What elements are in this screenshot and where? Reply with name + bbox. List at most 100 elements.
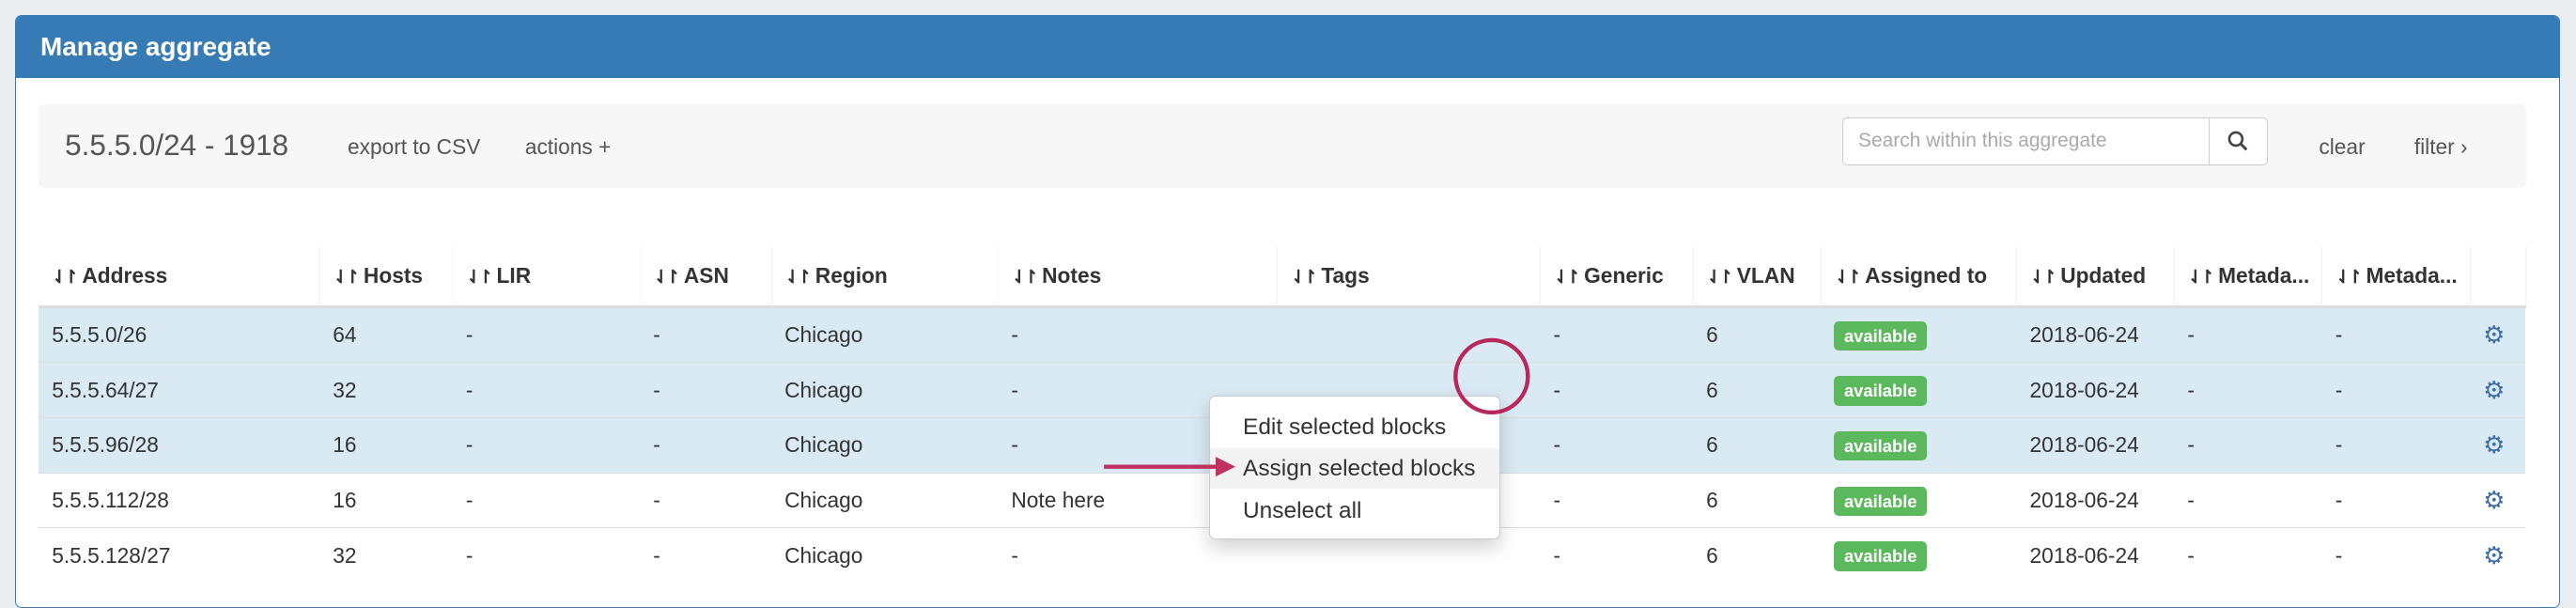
- cell-hosts: 16: [319, 416, 453, 474]
- cell-hosts: 32: [319, 362, 453, 418]
- column-header-assigned-to[interactable]: ⇃↾ Assigned to: [1821, 245, 2018, 308]
- cell-notes: -: [998, 305, 1278, 363]
- cell-assigned-to: available: [1821, 305, 2017, 363]
- table-row[interactable]: 5.5.5.0/26 64 - - Chicago - - 6 available 2018-06…: [39, 305, 2526, 363]
- column-header-tags[interactable]: ⇃↾ Tags: [1277, 245, 1541, 308]
- cell-text: 6: [1706, 487, 1718, 512]
- clear-link[interactable]: clear: [2319, 133, 2366, 159]
- column-label: VLAN: [1736, 262, 1795, 288]
- sort-icon: ⇃↾: [2030, 267, 2057, 288]
- actions-menu-button[interactable]: actions +: [524, 133, 612, 159]
- column-header-notes[interactable]: ⇃↾ Notes: [998, 245, 1279, 308]
- cell-address: 5.5.5.112/28: [39, 472, 320, 528]
- cell-asn: -: [640, 305, 772, 363]
- export-csv-link[interactable]: export to CSV: [347, 133, 481, 159]
- cell-text: -: [2335, 321, 2343, 347]
- menu-item-unselect-all[interactable]: Unselect all: [1243, 498, 1362, 524]
- gear-icon[interactable]: ⚙: [2483, 430, 2506, 460]
- cell-hosts: 16: [319, 472, 453, 528]
- cell-text: 6: [1706, 542, 1718, 568]
- cell-assigned-to: available: [1821, 416, 2017, 474]
- cell-text: -: [2335, 432, 2343, 458]
- cell-text: 5.5.5.64/27: [52, 377, 159, 402]
- cell-generic: -: [1540, 362, 1694, 418]
- cell-text: 6: [1706, 377, 1718, 402]
- search-input[interactable]: [1842, 117, 2211, 165]
- cell-text: 2018-06-24: [2029, 377, 2139, 402]
- menu-item-assign-selected[interactable]: Assign selected blocks: [1210, 447, 1499, 490]
- gear-icon[interactable]: ⚙: [2483, 540, 2506, 569]
- cell-metada-: -: [2321, 527, 2471, 584]
- status-badge: available: [1834, 541, 1927, 571]
- table-row[interactable]: 5.5.5.96/28 16 - - Chicago - - 6 available 2018-0…: [39, 416, 2526, 474]
- cell-text: -: [2187, 487, 2195, 512]
- filter-link[interactable]: filter ›: [2413, 133, 2468, 159]
- aggregate-toolbar: 5.5.5.0/24 - 1918 export to CSV actions …: [39, 104, 2526, 189]
- column-label: Tags: [1321, 262, 1370, 288]
- gear-icon[interactable]: ⚙: [2483, 485, 2506, 514]
- cell-text: 64: [333, 321, 357, 347]
- column-header-region[interactable]: ⇃↾ Region: [771, 245, 999, 308]
- cell-text: 2018-06-24: [2029, 321, 2139, 347]
- cell-text: -: [1553, 542, 1561, 568]
- cell-text: 2018-06-24: [2029, 542, 2139, 568]
- cell-vlan: 6: [1693, 305, 1822, 363]
- annotation-circle: [1453, 337, 1530, 415]
- column-header-metada-11[interactable]: ⇃↾ Metada...: [2174, 245, 2323, 308]
- search-button[interactable]: [2209, 117, 2269, 165]
- cell-updated: 2018-06-24: [2016, 416, 2175, 474]
- sort-icon: ⇃↾: [2187, 267, 2215, 288]
- cell-text: Chicago: [784, 542, 863, 568]
- blocks-table: ⇃↾ Address ⇃↾ Hosts ⇃↾ LIR ⇃↾ ASN ⇃↾ Region ⇃↾ Note…: [39, 245, 2526, 584]
- column-header-address[interactable]: ⇃↾ Address: [39, 245, 320, 308]
- cell-text: -: [1011, 542, 1018, 568]
- column-label: Updated: [2060, 262, 2147, 288]
- sort-icon: ⇃↾: [784, 267, 813, 288]
- menu-item-edit-selected[interactable]: Edit selected blocks: [1243, 413, 1447, 440]
- cell-actions: ⚙: [2470, 305, 2526, 363]
- cell-metada-: -: [2321, 472, 2471, 528]
- cell-vlan: 6: [1693, 362, 1822, 418]
- cell-assigned-to: available: [1821, 527, 2017, 584]
- cell-actions: ⚙: [2470, 416, 2526, 474]
- cell-text: -: [2187, 377, 2195, 402]
- cell-text: Note here: [1011, 487, 1106, 512]
- magnifier-icon: [2227, 131, 2248, 151]
- cell-updated: 2018-06-24: [2016, 527, 2175, 584]
- column-label: Hosts: [363, 262, 424, 288]
- column-header-vlan[interactable]: ⇃↾ VLAN: [1693, 245, 1822, 308]
- cell-text: -: [1553, 487, 1561, 512]
- column-header-hosts[interactable]: ⇃↾ Hosts: [319, 245, 454, 308]
- cell-text: -: [1011, 432, 1018, 458]
- cell-actions: ⚙: [2470, 527, 2526, 584]
- cell-actions: ⚙: [2470, 362, 2526, 418]
- cell-vlan: 6: [1693, 472, 1822, 528]
- column-header-metada-12[interactable]: ⇃↾ Metada...: [2321, 245, 2471, 308]
- gear-icon[interactable]: ⚙: [2483, 375, 2506, 404]
- sort-icon: ⇃↾: [1291, 267, 1318, 288]
- column-label: Region: [815, 262, 888, 288]
- column-header-lir[interactable]: ⇃↾ LIR: [452, 245, 641, 308]
- cell-region: Chicago: [771, 416, 999, 474]
- cell-asn: -: [640, 416, 772, 474]
- cell-text: -: [653, 432, 660, 458]
- cell-actions: ⚙: [2470, 472, 2526, 528]
- column-label: Generic: [1584, 262, 1664, 288]
- column-header-updated[interactable]: ⇃↾ Updated: [2016, 245, 2175, 308]
- status-badge: available: [1834, 431, 1927, 461]
- cell-text: -: [1553, 377, 1561, 402]
- cell-metada-: -: [2174, 472, 2322, 528]
- cell-assigned-to: available: [1821, 362, 2017, 418]
- manage-aggregate-panel: Manage aggregate 5.5.5.0/24 - 1918 expor…: [14, 14, 2560, 608]
- cell-vlan: 6: [1693, 527, 1822, 584]
- column-header-generic[interactable]: ⇃↾ Generic: [1540, 245, 1694, 308]
- sort-icon: ⇃↾: [333, 267, 361, 288]
- sort-icon: ⇃↾: [653, 267, 681, 288]
- cell-text: -: [1011, 377, 1018, 402]
- cell-text: Chicago: [784, 377, 863, 402]
- cell-vlan: 6: [1693, 416, 1822, 474]
- column-header-asn[interactable]: ⇃↾ ASN: [640, 245, 772, 308]
- column-header-actions: [2470, 245, 2526, 308]
- gear-icon[interactable]: ⚙: [2483, 320, 2506, 349]
- context-menu: Edit selected blocks Assign selected blo…: [1209, 396, 1500, 539]
